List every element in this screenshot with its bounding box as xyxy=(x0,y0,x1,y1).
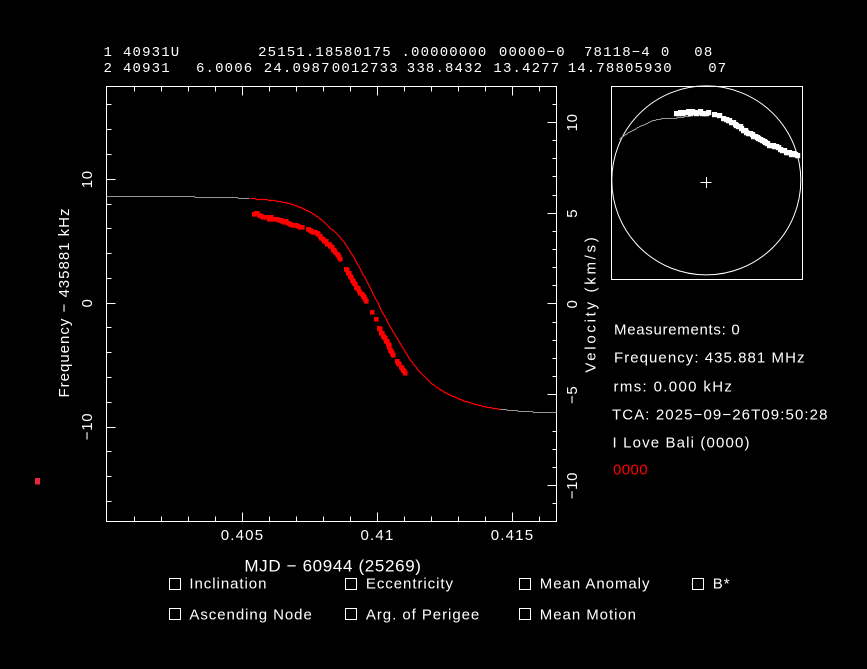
svg-text:08: 08 xyxy=(694,45,713,61)
svg-text:10: 10 xyxy=(564,113,581,131)
svg-text:MJD − 60944 (25269): MJD − 60944 (25269) xyxy=(244,556,421,575)
svg-text:Mean Motion: Mean Motion xyxy=(540,606,637,623)
svg-text:07: 07 xyxy=(708,61,727,77)
svg-text:Inclination: Inclination xyxy=(189,576,267,593)
svg-text:25151.18580175: 25151.18580175 xyxy=(258,45,392,61)
svg-text:338.8432: 338.8432 xyxy=(407,61,483,77)
svg-text:0.41: 0.41 xyxy=(361,527,395,544)
svg-text:0: 0 xyxy=(79,299,96,308)
svg-text:−5: −5 xyxy=(564,386,581,404)
svg-text:0: 0 xyxy=(661,45,671,61)
svg-text:78118−4: 78118−4 xyxy=(584,45,651,61)
svg-text:0012733: 0012733 xyxy=(332,61,399,77)
svg-text:Velocity (km/s): Velocity (km/s) xyxy=(583,235,600,373)
svg-text:0.415: 0.415 xyxy=(491,527,535,544)
svg-text:6.0006: 6.0006 xyxy=(196,61,253,77)
svg-text:0000: 0000 xyxy=(613,462,648,479)
svg-text:5: 5 xyxy=(564,209,581,218)
svg-text:I Love Bali (0000): I Love Bali (0000) xyxy=(613,435,751,452)
svg-text:Measurements: 0: Measurements: 0 xyxy=(614,322,740,339)
svg-text:Arg. of Perigee: Arg. of Perigee xyxy=(366,606,480,623)
svg-text:14.78805930: 14.78805930 xyxy=(568,61,673,77)
svg-text:Ascending Node: Ascending Node xyxy=(189,606,312,623)
svg-text:24.0987: 24.0987 xyxy=(264,61,331,77)
svg-text:Frequency: 435.881 MHz: Frequency: 435.881 MHz xyxy=(614,349,806,366)
svg-text:.00000000: .00000000 xyxy=(402,45,488,61)
svg-text:0.405: 0.405 xyxy=(221,527,265,544)
svg-text:13.4277: 13.4277 xyxy=(493,61,560,77)
svg-text:1: 1 xyxy=(104,45,114,61)
svg-text:Frequency − 435881 kHz: Frequency − 435881 kHz xyxy=(56,207,73,397)
svg-text:0: 0 xyxy=(564,300,581,309)
svg-text:−10: −10 xyxy=(79,413,96,440)
svg-text:2: 2 xyxy=(104,61,114,77)
svg-text:10: 10 xyxy=(79,170,96,188)
svg-text:40931: 40931 xyxy=(123,61,171,77)
svg-text:00000−0: 00000−0 xyxy=(499,45,566,61)
svg-text:B*: B* xyxy=(713,576,731,593)
svg-text:Eccentricity: Eccentricity xyxy=(366,576,454,593)
svg-text:40931U: 40931U xyxy=(123,45,180,61)
svg-text:−10: −10 xyxy=(564,472,581,499)
svg-text:TCA: 2025−09−26T09:50:28: TCA: 2025−09−26T09:50:28 xyxy=(612,407,829,424)
svg-text:rms: 0.000 kHz: rms: 0.000 kHz xyxy=(614,378,734,395)
svg-text:Mean Anomaly: Mean Anomaly xyxy=(540,576,651,593)
